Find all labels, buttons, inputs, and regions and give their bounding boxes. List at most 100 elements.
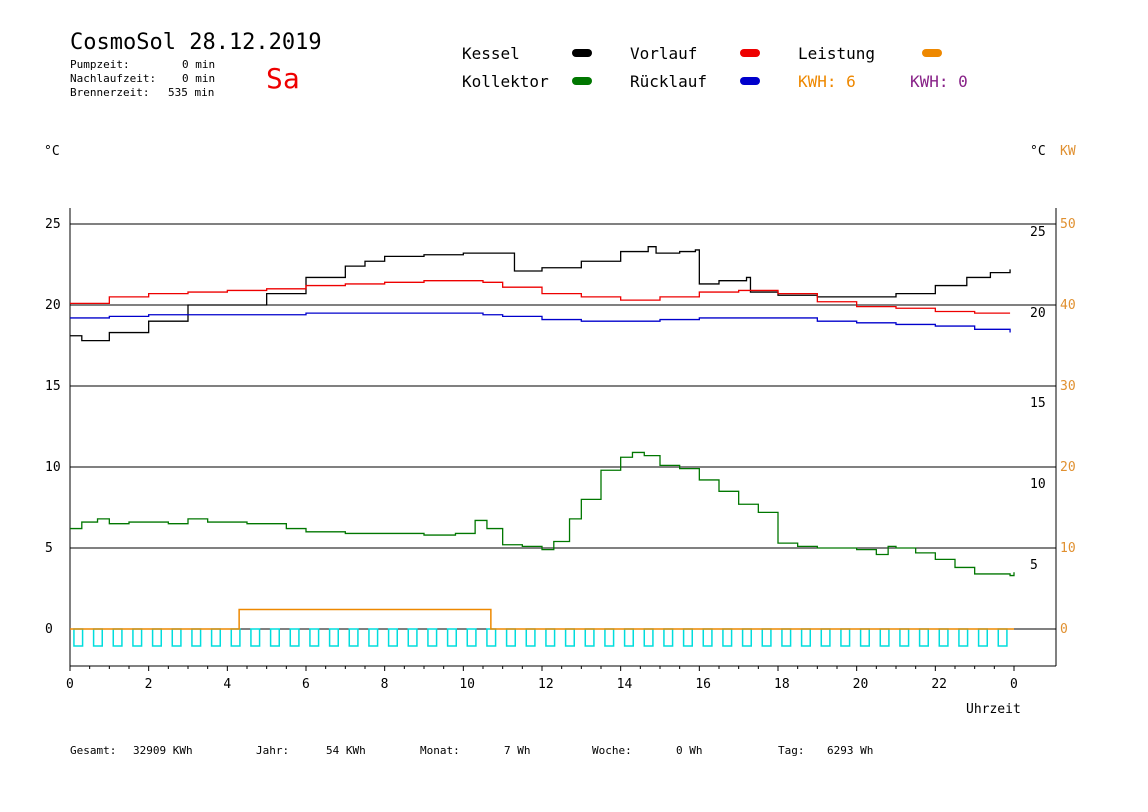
right-c-tick-label: 5 bbox=[1030, 558, 1038, 573]
pump-cycle-mark bbox=[73, 628, 84, 647]
series-line-kessel bbox=[70, 246, 1011, 342]
pump-cycle-mark bbox=[368, 628, 379, 647]
legend-kollektor-swatch bbox=[572, 77, 592, 85]
pump-cycle-mark bbox=[584, 628, 595, 647]
left-tick-label: 15 bbox=[45, 379, 61, 394]
pump-cycle-mark bbox=[348, 628, 359, 647]
left-tick-label: 20 bbox=[45, 298, 61, 313]
left-tick-label: 0 bbox=[45, 622, 53, 637]
right-c-tick-label: 25 bbox=[1030, 225, 1046, 240]
pump-cycle-mark bbox=[132, 628, 143, 647]
left-tick-label: 25 bbox=[45, 217, 61, 232]
footer-jahr-label: Jahr: bbox=[256, 744, 290, 757]
right-kw-tick-label: 0 bbox=[1060, 622, 1068, 637]
pump-cycle-mark bbox=[92, 628, 104, 647]
x-tick-label: 6 bbox=[302, 677, 310, 692]
pump-cycle-mark bbox=[387, 628, 399, 647]
pump-cycle-mark bbox=[427, 628, 438, 647]
pump-cycle-mark bbox=[702, 628, 713, 647]
footer-gesamt-value: 32909 KWh bbox=[133, 744, 193, 757]
series-line-ruecklauf bbox=[70, 312, 1011, 333]
pump-cycle-mark bbox=[722, 628, 733, 647]
legend-kwh-0: KWH: 0 bbox=[910, 72, 968, 91]
x-tick-label: 10 bbox=[459, 677, 475, 692]
left-tick-label: 5 bbox=[45, 541, 53, 556]
pump-cycle-mark bbox=[781, 628, 792, 647]
series-line-kollektor bbox=[70, 451, 1015, 577]
pump-cycle-mark bbox=[859, 628, 871, 647]
pump-cycle-mark bbox=[682, 628, 694, 647]
x-tick-label: 18 bbox=[774, 677, 790, 692]
legend-kwh-6: KWH: 6 bbox=[798, 72, 856, 91]
pump-cycle-mark bbox=[879, 628, 890, 647]
pump-cycle-mark bbox=[210, 628, 222, 647]
right-kw-tick-label: 40 bbox=[1060, 298, 1076, 313]
x-tick-label: 22 bbox=[931, 677, 947, 692]
x-tick-label: 12 bbox=[538, 677, 554, 692]
legend-kessel-swatch bbox=[572, 49, 592, 57]
pump-cycle-mark bbox=[643, 628, 654, 647]
left-axis-unit: °C bbox=[44, 144, 60, 159]
x-tick-label: 0 bbox=[66, 677, 74, 692]
right-c-tick-label: 15 bbox=[1030, 396, 1046, 411]
pump-cycle-mark bbox=[407, 628, 418, 647]
pump-cycle-mark bbox=[840, 628, 851, 647]
pump-cycle-mark bbox=[663, 628, 674, 647]
x-tick-label: 20 bbox=[853, 677, 869, 692]
pump-cycle-mark bbox=[171, 628, 182, 647]
x-tick-label: 16 bbox=[695, 677, 711, 692]
pump-cycle-mark bbox=[899, 628, 910, 647]
pump-cycle-mark bbox=[958, 628, 969, 647]
pump-cycle-mark bbox=[466, 628, 477, 647]
legend-kessel-label: Kessel bbox=[462, 44, 520, 63]
footer-woche-label: Woche: bbox=[592, 744, 632, 757]
x-tick-label: 2 bbox=[145, 677, 153, 692]
weekday-label: Sa bbox=[266, 62, 300, 95]
pump-cycle-mark bbox=[918, 628, 930, 647]
pump-cycle-mark bbox=[446, 628, 458, 647]
pump-cycle-mark bbox=[800, 628, 812, 647]
pump-cycle-mark bbox=[525, 628, 536, 647]
left-tick-label: 10 bbox=[45, 460, 61, 475]
pump-cycle-mark bbox=[820, 628, 831, 647]
pump-cycle-mark bbox=[977, 628, 989, 647]
pump-cycle-mark bbox=[328, 628, 340, 647]
pump-cycle-mark bbox=[505, 628, 517, 647]
pump-cycle-mark bbox=[545, 628, 556, 647]
pump-cycle-mark bbox=[997, 628, 1008, 647]
x-tick-label: 14 bbox=[617, 677, 633, 692]
pump-cycle-mark bbox=[741, 628, 753, 647]
right-kw-tick-label: 30 bbox=[1060, 379, 1076, 394]
legend-kollektor-label: Kollektor bbox=[462, 72, 549, 91]
legend-vorlauf-label: Vorlauf bbox=[630, 44, 698, 63]
legend-leistung-swatch bbox=[922, 49, 942, 57]
footer-jahr-value: 54 KWh bbox=[326, 744, 366, 757]
right-kw-tick-label: 50 bbox=[1060, 217, 1076, 232]
pumpzeit-label: Pumpzeit: bbox=[70, 58, 130, 71]
footer-gesamt-label: Gesamt: bbox=[70, 744, 117, 757]
nachlaufzeit-label: Nachlaufzeit: bbox=[70, 72, 157, 85]
chart-title: CosmoSol 28.12.2019 bbox=[70, 30, 322, 55]
pump-cycle-mark bbox=[151, 628, 163, 647]
footer-woche-value: 0 Wh bbox=[676, 744, 703, 757]
pump-cycle-mark bbox=[112, 628, 123, 647]
footer-tag-label: Tag: bbox=[778, 744, 805, 757]
right-kw-tick-label: 10 bbox=[1060, 541, 1076, 556]
leistung-line bbox=[70, 608, 1014, 630]
pump-cycle-mark bbox=[250, 628, 261, 647]
pump-cycle-mark bbox=[623, 628, 635, 647]
pump-cycle-mark bbox=[269, 628, 281, 647]
pump-cycle-mark bbox=[564, 628, 576, 647]
x-tick-label: 0 bbox=[1010, 677, 1018, 692]
pump-cycle-mark bbox=[191, 628, 202, 647]
pump-cycle-mark bbox=[230, 628, 241, 647]
brennerzeit-label: Brennerzeit: bbox=[70, 86, 150, 99]
right-c-tick-label: 20 bbox=[1030, 306, 1046, 321]
legend-leistung-label: Leistung bbox=[798, 44, 876, 63]
legend-ruecklauf-label: Rücklauf bbox=[630, 72, 708, 91]
pump-cycle-mark bbox=[938, 628, 949, 647]
legend-vorlauf-swatch bbox=[740, 49, 760, 57]
pumpzeit-value: 0 min bbox=[182, 58, 216, 71]
x-tick-label: 8 bbox=[381, 677, 389, 692]
